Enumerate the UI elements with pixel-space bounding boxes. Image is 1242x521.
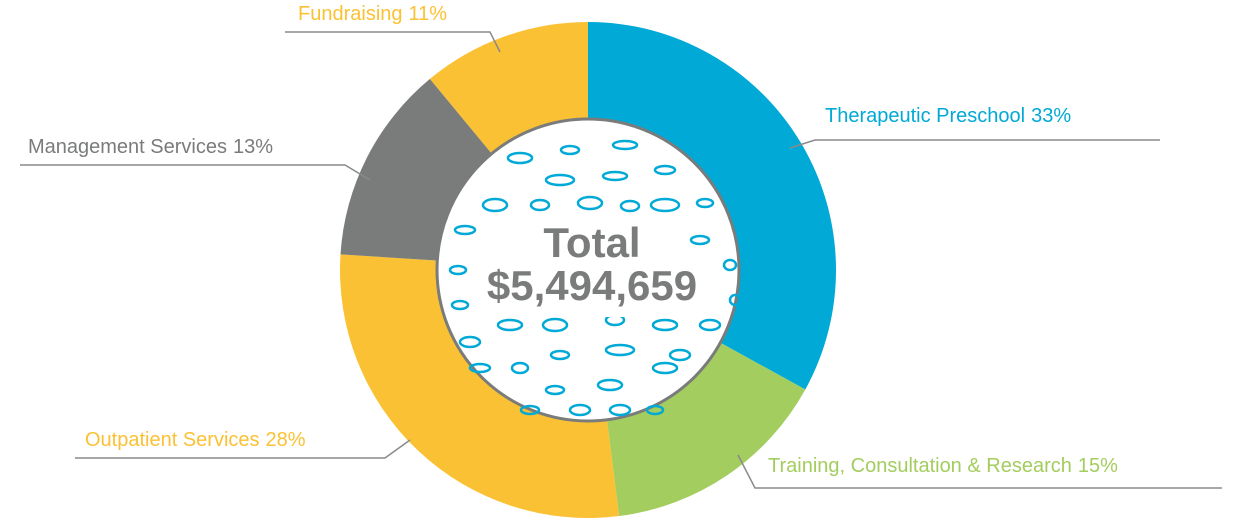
chart: Total $5,494,659 Therapeutic Preschool 33… — [0, 0, 1242, 521]
slice-value: 28% — [266, 429, 306, 451]
slice-name: Outpatient Services — [85, 429, 260, 451]
center-title: Total — [543, 219, 640, 266]
slice-name: Training, Consultation & Research — [768, 455, 1072, 477]
slice-label: Outpatient Services 28% — [85, 429, 306, 451]
slice-value: 33% — [1031, 105, 1071, 127]
slice-label: Management Services 13% — [28, 136, 273, 158]
slice-name: Fundraising — [298, 3, 403, 25]
leader-line — [790, 140, 1160, 148]
slice-name: Therapeutic Preschool — [825, 105, 1025, 127]
slice-value: 11% — [409, 3, 448, 25]
slice-name: Management Services — [28, 136, 227, 158]
leader-line — [285, 32, 500, 52]
slice-label: Therapeutic Preschool 33% — [825, 105, 1071, 127]
slice-value: 15% — [1078, 455, 1118, 477]
center-value: $5,494,659 — [487, 262, 697, 309]
leader-line — [20, 165, 370, 180]
slice-label: Training, Consultation & Research 15% — [768, 455, 1118, 477]
slice-label: Fundraising 11% — [298, 3, 447, 25]
slice-value: 13% — [233, 136, 273, 158]
